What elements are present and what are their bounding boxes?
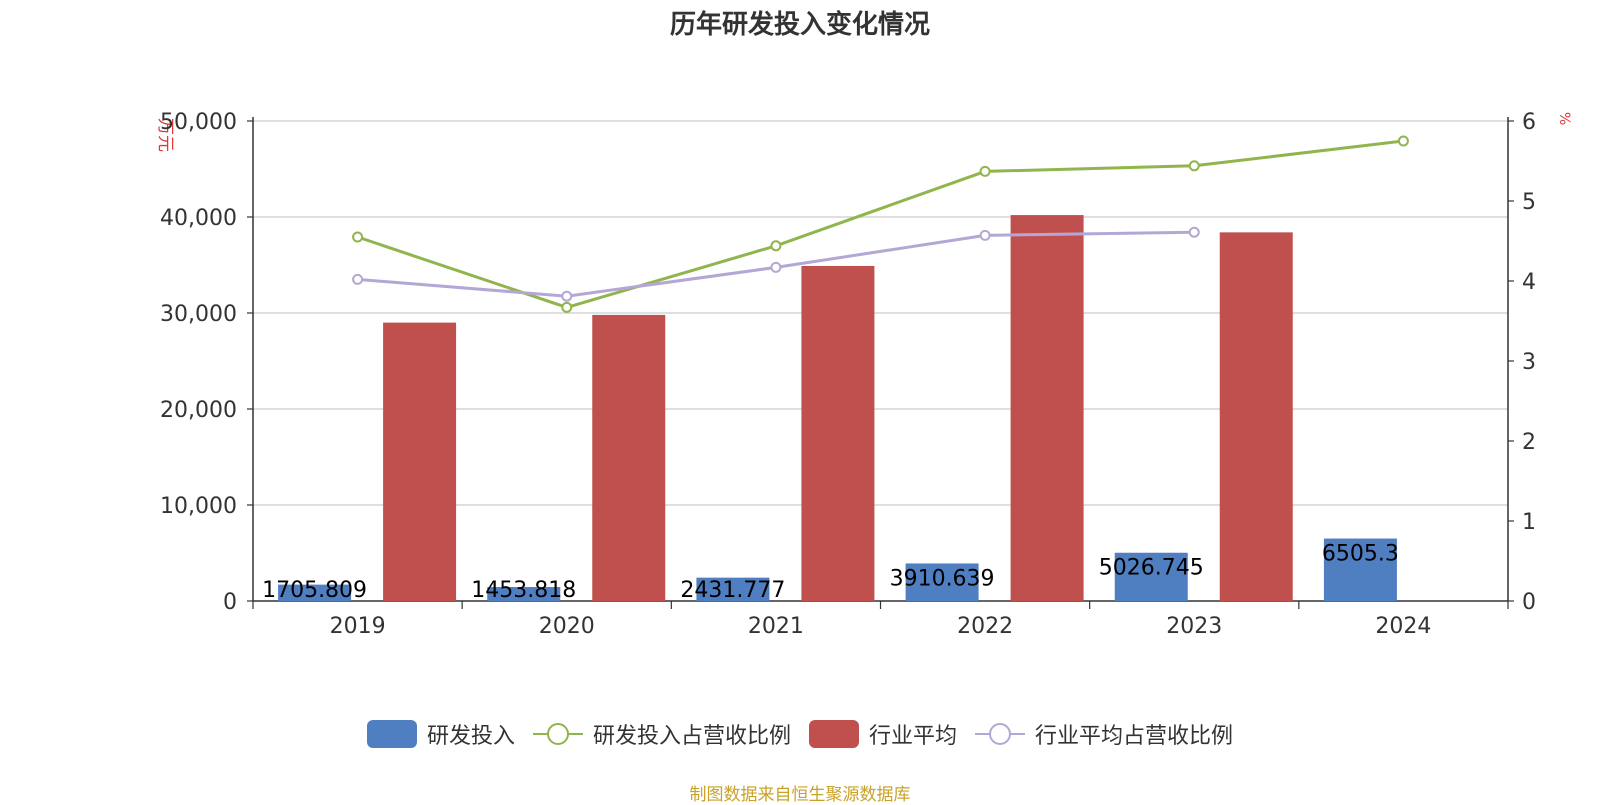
bar-industry-average [1219,232,1293,602]
bar-industry-average [1010,215,1084,601]
x-tick-label: 2020 [539,614,595,639]
point-industry-ratio [352,273,364,285]
legend-label-industry-ratio: 行业平均占营收比例 [1035,724,1234,749]
y-right-tick-label: 3 [1522,350,1536,375]
y-left-tick-label: 30,000 [160,302,237,327]
point-rd-ratio [1397,135,1409,147]
chart-title: 历年研发投入变化情况 [669,10,930,40]
point-rd-ratio [770,240,782,252]
legend-label-rd: 研发投入 [426,724,515,749]
legend-swatch-industry [809,720,859,748]
bar-rd-investment [696,577,770,601]
data-source-note: 制图数据来自恒生聚源数据库 [689,785,911,805]
y-left-tick-label: 50,000 [160,110,237,135]
legend-swatch-rd [366,720,417,748]
bar-data-label: 6505.3 [1322,542,1399,567]
x-tick-label: 2019 [330,614,386,639]
bar-data-label: 1453.818 [471,578,576,603]
y-right-tick-label: 4 [1522,270,1536,295]
legend-item-industry[interactable]: 行业平均 [809,718,957,750]
bar-rd-investment [905,563,979,601]
x-tick-label: 2024 [1375,614,1431,639]
y-left-tick-label: 10,000 [160,494,237,519]
x-tick-label: 2021 [748,614,804,639]
point-rd-ratio [352,231,364,243]
point-rd-ratio [561,301,573,313]
bar-data-label: 5026.745 [1099,556,1204,581]
legend-item-rd-ratio[interactable]: 研发投入占营收比例 [532,718,791,750]
point-industry-ratio [561,290,573,302]
bar-rd-investment [1323,538,1397,601]
x-tick-label: 2023 [1166,614,1222,639]
y-right-tick-label: 6 [1522,110,1536,135]
bar-rd-investment [278,584,352,601]
bar-industry-average [801,265,875,601]
legend: 研发投入 研发投入占营收比例 行业平均 行业平均占营收比例 [0,718,1600,750]
y-left-tick-label: 20,000 [160,398,237,423]
legend-swatch-rd-ratio [532,723,583,745]
y-left-tick-label: 0 [223,590,237,615]
y-right-tick-label: 2 [1522,430,1536,455]
legend-item-rd[interactable]: 研发投入 [366,718,515,750]
point-industry-ratio [979,229,991,241]
bar-industry-average [592,314,666,601]
y-right-tick-label: 1 [1522,510,1536,535]
point-rd-ratio [979,165,991,177]
bar-data-label: 1705.809 [262,578,367,603]
legend-swatch-industry-ratio [975,723,1026,745]
line-rd-ratio [357,139,1404,309]
legend-label-industry: 行业平均 [869,724,958,749]
bar-rd-investment [487,587,561,601]
y-left-tick-label: 40,000 [160,206,237,231]
bar-data-label: 2431.777 [680,578,785,603]
legend-label-rd-ratio: 研发投入占营收比例 [592,724,791,749]
y-right-tick-label: 0 [1522,590,1536,615]
bar-rd-investment [1114,552,1188,601]
point-rd-ratio [1188,160,1200,172]
x-tick-label: 2022 [957,614,1013,639]
bar-data-label: 3910.639 [890,566,995,591]
bar-industry-average [383,322,457,601]
point-industry-ratio [1188,226,1200,238]
point-industry-ratio [770,261,782,273]
legend-item-industry-ratio[interactable]: 行业平均占营收比例 [975,718,1233,750]
y-right-tick-label: 5 [1522,190,1536,215]
